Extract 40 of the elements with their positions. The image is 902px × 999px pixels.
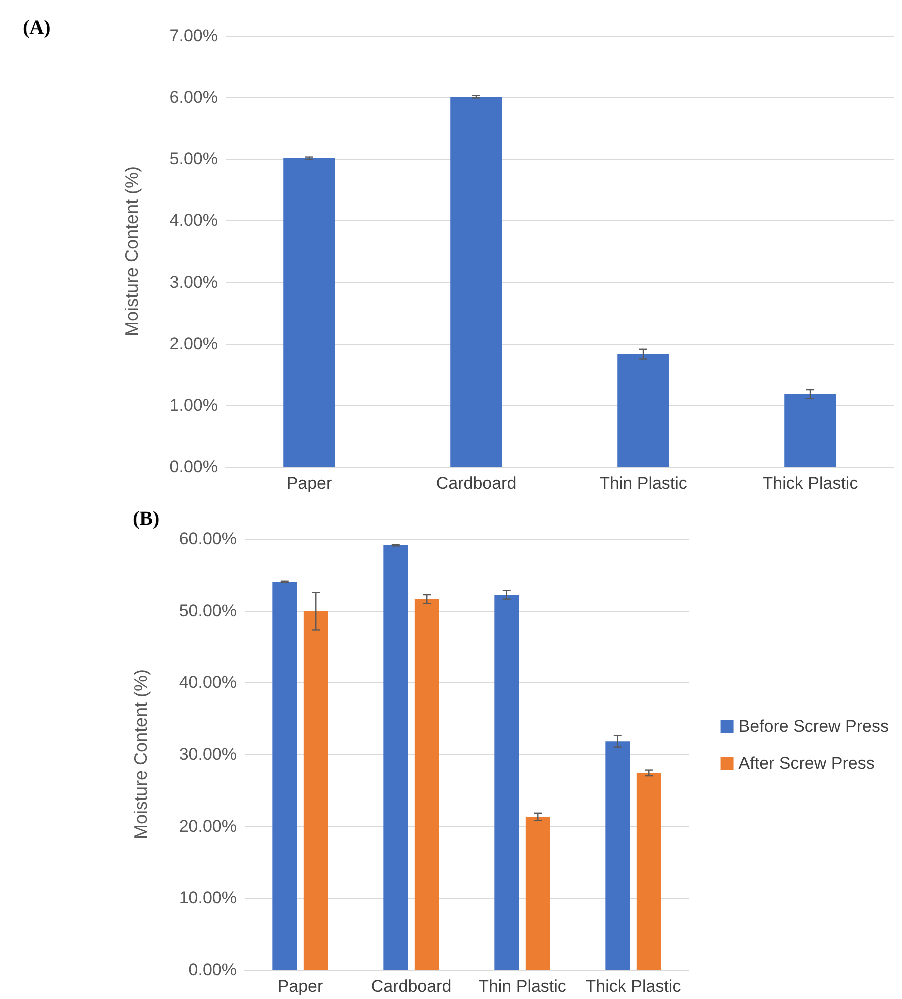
x-tick-label: Thin Plastic (600, 474, 688, 493)
y-tick-label: 20.00% (179, 816, 237, 836)
y-tick-label: 1.00% (170, 396, 218, 415)
x-tick-label: Thick Plastic (586, 977, 682, 996)
text: (A) (23, 17, 51, 39)
bar (526, 816, 550, 970)
y-tick-label: 10.00% (179, 888, 237, 908)
legend-label: After Screw Press (738, 754, 875, 773)
bar (304, 612, 328, 970)
y-axis-title: Moisture Content (%) (131, 669, 151, 840)
y-tick-label: 60.00% (179, 530, 237, 548)
y-tick-label: 3.00% (170, 272, 218, 292)
x-tick-label: Cardboard (436, 474, 517, 493)
y-tick-label: 30.00% (179, 745, 237, 764)
x-tick-label: Cardboard (371, 977, 452, 996)
y-tick-label: 7.00% (170, 26, 218, 46)
y-tick-label: 4.00% (170, 211, 218, 230)
y-tick-label: 5.00% (170, 150, 218, 169)
legend-label: Before Screw Press (738, 717, 890, 736)
x-tick-label: Thick Plastic (762, 474, 859, 493)
bar (618, 354, 670, 467)
y-tick-label: 0.00% (170, 458, 218, 476)
x-tick-label: Paper (278, 977, 324, 996)
y-tick-label: 0.00% (188, 960, 237, 980)
bar (384, 545, 408, 970)
y-tick-label: 40.00% (179, 673, 237, 692)
y-tick-label: 6.00% (170, 88, 218, 108)
bar (784, 394, 836, 467)
bar (494, 595, 520, 970)
bar (272, 582, 298, 970)
y-tick-label: 2.00% (170, 334, 218, 354)
bar (450, 96, 502, 467)
chart-title: (B) (133, 508, 160, 530)
y-tick-label: 50.00% (179, 601, 237, 620)
bar (414, 599, 440, 970)
x-tick-label: Thin Plastic (478, 977, 567, 996)
bar (636, 773, 662, 970)
bar (284, 158, 336, 467)
bar (606, 742, 630, 970)
y-axis-title: Moisture Content (%) (122, 166, 142, 337)
